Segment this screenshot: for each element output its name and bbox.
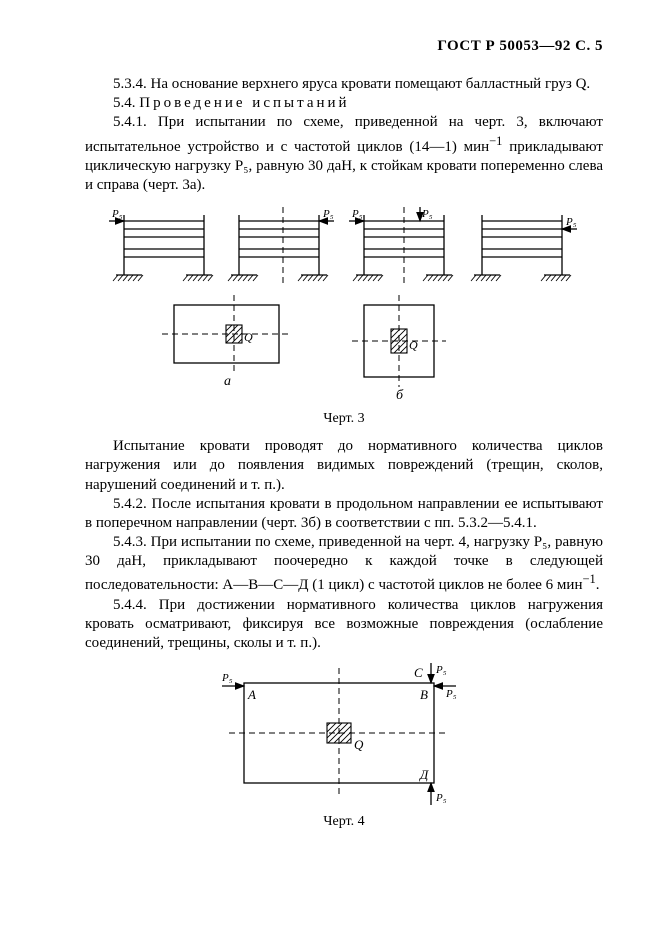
para-after-fig3: Испытание кровати проводят до нормативно… [85,437,603,495]
fig4-d-label: Д [418,767,429,782]
fig3-p-label: P₅ [111,208,123,220]
para-5-4-4: 5.4.4. При достижении нормативного колич… [85,596,603,654]
page-header: ГОСТ Р 50053—92 С. 5 [85,38,603,55]
figure-4-caption: Черт. 4 [85,814,603,830]
para-5-4-3-b: . [596,577,600,593]
fig3-sub-b: б [396,388,404,403]
figure-3-svg: P₅ P₅ P₅ P₅ [104,205,584,405]
body-text-block-2: Испытание кровати проводят до нормативно… [85,437,603,653]
para-5-4-num: 5.4. [113,95,139,111]
fig3-q-label-b: Q [409,338,418,352]
figure-3-caption: Черт. 3 [85,411,603,427]
fig4-p-b: P₅ [445,688,457,700]
para-5-4-3: 5.4.3. При испытании по схеме, приведенн… [85,533,603,596]
fig4-a-label: А [247,687,256,702]
para-5-4-3-a: 5.4.3. При испытании по схеме, приведенн… [85,534,603,593]
fig4-q-label: Q [354,737,364,752]
fig3-q-label-a: Q [244,330,253,344]
para-5-4: 5.4. Проведение испытаний [85,94,603,113]
sup-minus1-b: −1 [582,572,595,586]
fig3-sub-a: а [224,374,231,389]
fig3-p-label-4: P₅ [565,216,577,228]
figure-4-svg: Q А В Д С P₅ P₅ P₅ P₅ [194,663,494,808]
fig3-p-label-3: P₅ [351,208,363,220]
figure-4: Q А В Д С P₅ P₅ P₅ P₅ [85,663,603,808]
para-5-4-1: 5.4.1. При испытании по схеме, приведенн… [85,113,603,195]
fig3-p-label-3b: P₅ [421,208,433,220]
fig4-p-a: P₅ [221,672,233,684]
fig3-p-label-2: P₅ [322,208,334,220]
page: ГОСТ Р 50053—92 С. 5 5.3.4. На основание… [0,0,661,936]
para-5-4-2: 5.4.2. После испытания кровати в продоль… [85,495,603,533]
figure-3: P₅ P₅ P₅ P₅ [85,205,603,405]
fig4-p-d: P₅ [435,792,447,804]
para-5-4-title: Проведение испытаний [139,95,349,111]
body-text-block-1: 5.3.4. На основание верхнего яруса крова… [85,75,603,195]
fig4-c-label: С [414,665,423,680]
fig4-b-label: В [420,687,428,702]
sup-minus1-a: −1 [489,134,502,148]
para-5-3-4: 5.3.4. На основание верхнего яруса крова… [85,75,603,94]
fig4-p-c: P₅ [435,664,447,676]
